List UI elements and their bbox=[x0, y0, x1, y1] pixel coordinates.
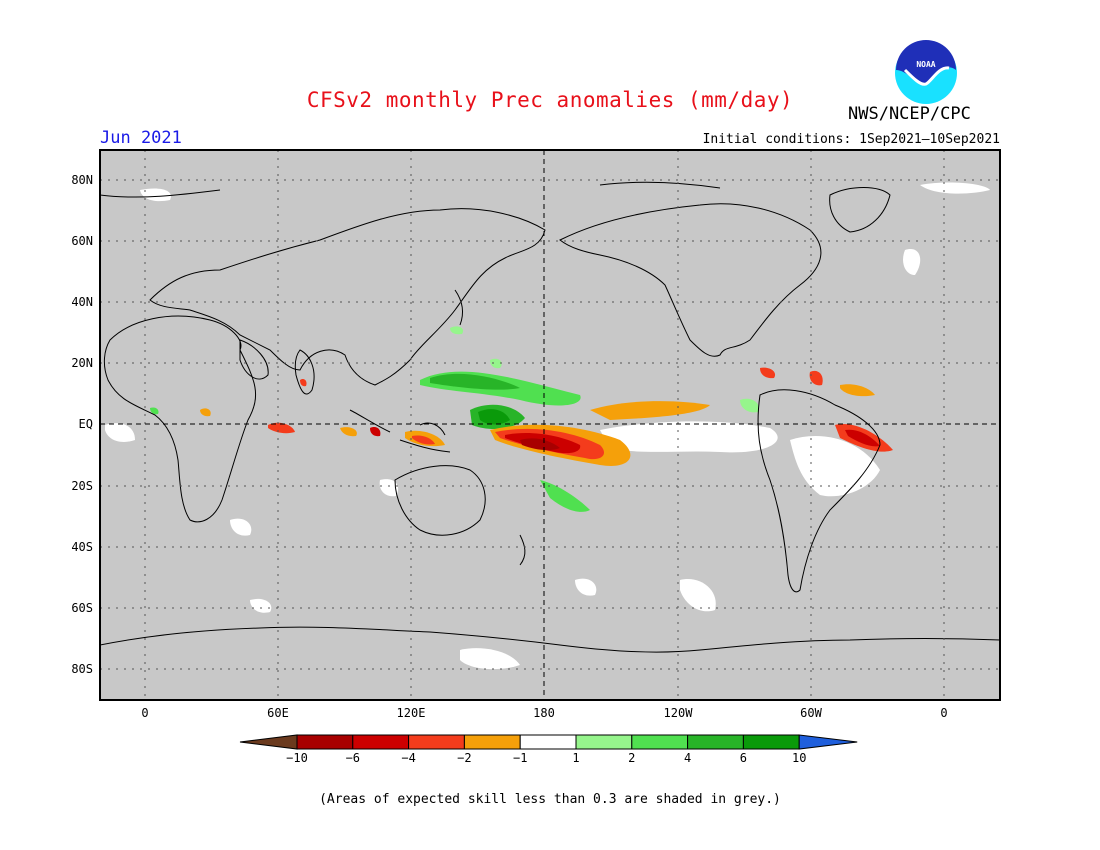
colorbar-swatch bbox=[463, 734, 521, 750]
colorbar-swatch bbox=[408, 734, 465, 750]
lon-label: 120W bbox=[664, 706, 694, 720]
lat-label: 80N bbox=[71, 173, 93, 187]
wet-anomalies bbox=[150, 326, 759, 512]
agency-label: NWS/NCEP/CPC bbox=[848, 104, 971, 124]
lat-label: 20S bbox=[71, 479, 93, 493]
colorbar-swatch bbox=[519, 734, 577, 750]
lon-label: 180 bbox=[533, 706, 555, 720]
colorbar-arrow-left bbox=[239, 734, 298, 750]
colorbar-tick-label: 1 bbox=[572, 751, 579, 765]
lon-axis: 0 60E 120E 180 120W 60W 0 bbox=[141, 706, 947, 720]
colorbar-tick-label: −2 bbox=[457, 751, 471, 765]
colorbar-swatch bbox=[296, 734, 354, 750]
colorbar-swatch bbox=[352, 734, 410, 750]
colorbar-tick-label: −6 bbox=[346, 751, 360, 765]
colorbar-tick-label: −4 bbox=[401, 751, 415, 765]
lon-label: 0 bbox=[940, 706, 947, 720]
lon-label: 60W bbox=[800, 706, 822, 720]
lon-label: 0 bbox=[141, 706, 148, 720]
colorbar: −10 −6 −4 −2 −1 1 2 4 6 10 bbox=[239, 734, 858, 765]
colorbar-tick-label: 4 bbox=[684, 751, 691, 765]
colorbar-swatch bbox=[631, 734, 689, 750]
near-normal-areas bbox=[105, 182, 990, 670]
colorbar-tick-label: 2 bbox=[628, 751, 635, 765]
colorbar-swatch bbox=[687, 734, 744, 750]
lat-label: 80S bbox=[71, 662, 93, 676]
colorbar-tick-label: 6 bbox=[740, 751, 747, 765]
graticule bbox=[100, 150, 1000, 700]
colorbar-swatch bbox=[742, 734, 800, 750]
map-background bbox=[100, 150, 1000, 700]
noaa-logo: NOAA bbox=[895, 40, 957, 104]
map-panel: 80N 60N 40N 20N EQ 20S 40S 60S 80S 0 60E… bbox=[71, 149, 1001, 765]
lon-label: 120E bbox=[397, 706, 426, 720]
initial-conditions: Initial conditions: 1Sep2021—10Sep2021 bbox=[702, 132, 1000, 147]
colorbar-swatch bbox=[575, 734, 633, 750]
lat-label: 40S bbox=[71, 540, 93, 554]
lat-label: 40N bbox=[71, 295, 93, 309]
colorbar-tick-label: −1 bbox=[513, 751, 527, 765]
dry-anomalies bbox=[200, 367, 893, 466]
lat-label: 60S bbox=[71, 601, 93, 615]
lat-axis: 80N 60N 40N 20N EQ 20S 40S 60S 80S bbox=[71, 173, 93, 676]
coastlines bbox=[100, 181, 1000, 653]
colorbar-tick-label: −10 bbox=[286, 751, 308, 765]
anomaly-fields bbox=[105, 182, 990, 670]
forecast-month: Jun 2021 bbox=[100, 128, 182, 148]
lon-label: 60E bbox=[267, 706, 289, 720]
colorbar-tick-label: 10 bbox=[792, 751, 806, 765]
skill-footnote: (Areas of expected skill less than 0.3 a… bbox=[319, 792, 781, 807]
map-frame bbox=[99, 149, 1001, 701]
lat-label: 20N bbox=[71, 356, 93, 370]
colorbar-arrow-right bbox=[798, 734, 858, 750]
logo-text: NOAA bbox=[916, 60, 935, 69]
chart-title: CFSv2 monthly Prec anomalies (mm/day) bbox=[306, 88, 794, 112]
lat-label: EQ bbox=[79, 417, 93, 431]
lat-label: 60N bbox=[71, 234, 93, 248]
